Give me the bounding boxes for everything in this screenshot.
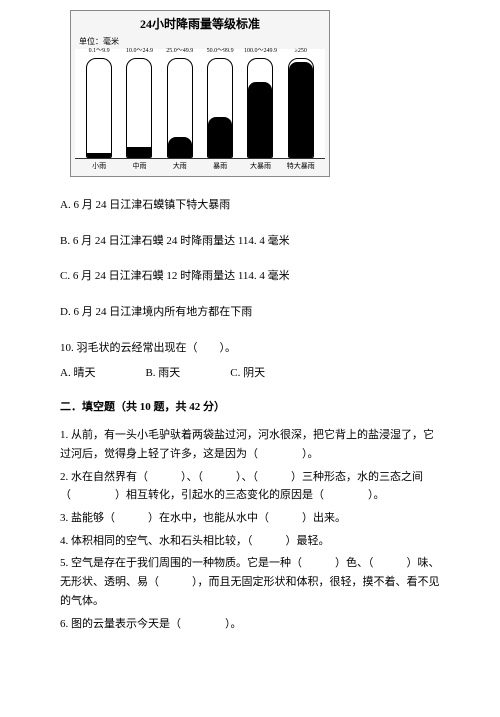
bar-fill [289, 62, 313, 157]
chart-x-labels: 小雨中雨大雨暴雨大暴雨特大暴雨 [75, 159, 325, 172]
bar-fill [127, 147, 151, 157]
chart-bar: 50.0～99.9 [203, 47, 237, 158]
bar-category-label: 大雨 [163, 161, 197, 172]
q10-option-b: B. 雨天 [145, 365, 180, 383]
bar-outline [247, 58, 273, 158]
q9-option-c: C. 6 月 24 日江津石蟆 12 时降雨量达 114. 4 毫米 [60, 268, 440, 286]
bar-range-label: 0.1～9.9 [89, 47, 110, 57]
bar-category-label: 大暴雨 [243, 161, 277, 172]
bar-outline [167, 58, 193, 158]
bar-range-label: 25.0～49.9 [166, 47, 193, 57]
bar-category-label: 中雨 [122, 161, 156, 172]
bar-outline [86, 58, 112, 158]
fill-q4: 4. 体积相同的空气、水和石头相比较，（ ）最轻。 [60, 532, 440, 551]
bar-range-label: 100.0～249.9 [244, 47, 277, 57]
chart-title: 24小时降雨量等级标准 [75, 15, 325, 34]
fill-q6: 6. 图的云量表示今天是（ ）。 [60, 615, 440, 634]
bar-outline [207, 58, 233, 158]
bar-fill [168, 137, 192, 157]
q10-option-a: A. 晴天 [60, 365, 95, 383]
bar-category-label: 小雨 [82, 161, 116, 172]
fill-q5: 5. 空气是存在于我们周围的一种物质。它是一种（ ）色、（ ）味、无形状、透明、… [60, 554, 440, 610]
chart-bar: ≥250 [284, 47, 318, 158]
q9-option-d: D. 6 月 24 日江津境内所有地方都在下雨 [60, 304, 440, 322]
bar-fill [208, 117, 232, 157]
section-2-header: 二．填空题（共 10 题，共 42 分） [60, 399, 440, 417]
rainfall-chart: 24小时降雨量等级标准 单位：毫米 0.1～9.910.0～24.925.0～4… [70, 10, 330, 177]
chart-bar: 25.0～49.9 [163, 47, 197, 158]
bar-category-label: 暴雨 [203, 161, 237, 172]
bar-range-label: ≥250 [295, 47, 307, 57]
bar-category-label: 特大暴雨 [284, 161, 318, 172]
fill-q3: 3. 盐能够（ ）在水中，也能从水中（ ）出来。 [60, 509, 440, 528]
fill-q2: 2. 水在自然界有（ ）、（ ）、（ ）三种形态，水的三态之间（ ）相互转化，引… [60, 468, 440, 505]
bar-fill [248, 82, 272, 157]
chart-bar: 10.0～24.9 [122, 47, 156, 158]
q10-options: A. 晴天 B. 雨天 C. 阴天 [60, 365, 440, 383]
chart-bar: 0.1～9.9 [82, 47, 116, 158]
q10-option-c: C. 阴天 [230, 365, 265, 383]
chart-area: 0.1～9.9 10.0～24.9 25.0～49.9 50.0～99.9 100.0～… [75, 49, 325, 159]
fill-q1: 1. 从前，有一头小毛驴驮着两袋盐过河，河水很深，把它背上的盐浸湿了，它过河后，… [60, 426, 440, 463]
q9-option-a: A. 6 月 24 日江津石蟆镇下特大暴雨 [60, 197, 440, 215]
bar-outline [288, 58, 314, 158]
bar-outline [126, 58, 152, 158]
q9-option-b: B. 6 月 24 日江津石蟆 24 时降雨量达 114. 4 毫米 [60, 233, 440, 251]
chart-bar: 100.0～249.9 [243, 47, 277, 158]
bar-range-label: 10.0～24.9 [126, 47, 153, 57]
bar-fill [87, 153, 111, 157]
bar-range-label: 50.0～99.9 [207, 47, 234, 57]
q10-stem: 10. 羽毛状的云经常出现在（ ）。 [60, 340, 440, 358]
